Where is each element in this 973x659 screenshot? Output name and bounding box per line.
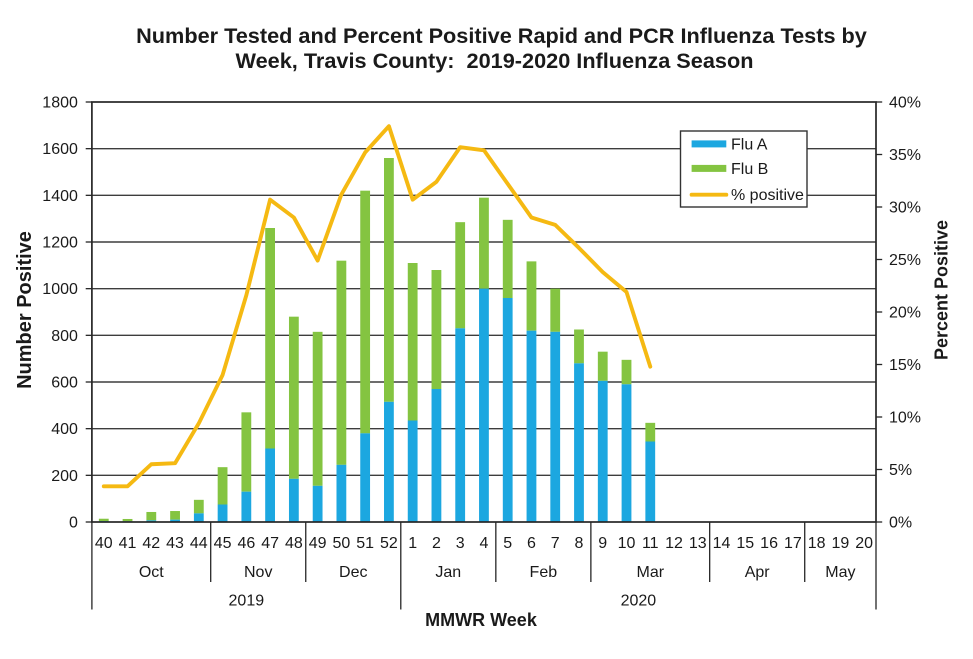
svg-text:% positive: % positive	[731, 187, 804, 204]
svg-text:11: 11	[642, 535, 659, 552]
svg-text:20: 20	[855, 535, 873, 552]
svg-text:Feb: Feb	[530, 564, 558, 581]
svg-text:15%: 15%	[889, 357, 921, 374]
svg-text:Jan: Jan	[435, 564, 461, 581]
svg-text:1000: 1000	[42, 281, 78, 298]
svg-text:15: 15	[736, 535, 754, 552]
svg-text:MMWR Week: MMWR Week	[425, 610, 538, 630]
svg-text:8: 8	[575, 535, 584, 552]
svg-text:May: May	[825, 564, 855, 581]
svg-text:25%: 25%	[889, 252, 921, 269]
svg-text:2020: 2020	[621, 593, 657, 610]
svg-text:1600: 1600	[42, 141, 78, 158]
svg-text:600: 600	[51, 375, 78, 392]
svg-text:1800: 1800	[42, 95, 78, 112]
svg-text:Apr: Apr	[745, 564, 771, 581]
svg-text:30%: 30%	[889, 200, 921, 217]
svg-text:Flu B: Flu B	[731, 161, 768, 178]
svg-text:17: 17	[784, 535, 802, 552]
svg-text:Flu A: Flu A	[731, 136, 768, 153]
svg-text:6: 6	[527, 535, 536, 552]
svg-text:14: 14	[713, 535, 731, 552]
svg-text:13: 13	[689, 535, 707, 552]
svg-text:Number Tested and Percent Posi: Number Tested and Percent Positive Rapid…	[136, 23, 867, 48]
svg-text:200: 200	[51, 468, 78, 485]
svg-text:51: 51	[356, 535, 374, 552]
svg-text:45: 45	[214, 535, 232, 552]
svg-text:800: 800	[51, 328, 78, 345]
svg-text:35%: 35%	[889, 147, 921, 164]
svg-text:Percent Positive: Percent Positive	[931, 220, 951, 360]
svg-text:10%: 10%	[889, 410, 921, 427]
svg-text:5: 5	[503, 535, 512, 552]
svg-text:19: 19	[831, 535, 849, 552]
svg-text:5%: 5%	[889, 462, 912, 479]
svg-text:42: 42	[142, 535, 160, 552]
svg-text:12: 12	[665, 535, 683, 552]
svg-text:2019: 2019	[229, 593, 265, 610]
svg-text:4: 4	[479, 535, 488, 552]
svg-text:Mar: Mar	[636, 564, 664, 581]
svg-text:7: 7	[551, 535, 560, 552]
svg-text:0: 0	[69, 515, 78, 532]
svg-text:50: 50	[332, 535, 350, 552]
svg-text:9: 9	[598, 535, 607, 552]
svg-text:Number Positive: Number Positive	[14, 231, 36, 389]
svg-text:40: 40	[95, 535, 113, 552]
svg-text:400: 400	[51, 421, 78, 438]
svg-text:Dec: Dec	[339, 564, 367, 581]
svg-text:20%: 20%	[889, 305, 921, 322]
svg-text:40%: 40%	[889, 95, 921, 112]
svg-text:41: 41	[119, 535, 137, 552]
svg-text:1: 1	[408, 535, 417, 552]
svg-text:48: 48	[285, 535, 303, 552]
svg-text:52: 52	[380, 535, 398, 552]
svg-text:49: 49	[309, 535, 327, 552]
svg-text:1400: 1400	[42, 188, 78, 205]
svg-text:46: 46	[237, 535, 255, 552]
svg-text:43: 43	[166, 535, 184, 552]
svg-text:1200: 1200	[42, 235, 78, 252]
svg-text:47: 47	[261, 535, 279, 552]
svg-text:Oct: Oct	[139, 564, 164, 581]
svg-text:44: 44	[190, 535, 208, 552]
svg-text:18: 18	[808, 535, 826, 552]
svg-text:16: 16	[760, 535, 778, 552]
svg-text:2: 2	[432, 535, 441, 552]
svg-text:3: 3	[456, 535, 465, 552]
svg-text:Week, Travis County: 2019-202: Week, Travis County: 2019-2020 Influenza…	[236, 48, 754, 73]
svg-text:Nov: Nov	[244, 564, 272, 581]
svg-text:0%: 0%	[889, 515, 912, 532]
svg-text:10: 10	[618, 535, 636, 552]
